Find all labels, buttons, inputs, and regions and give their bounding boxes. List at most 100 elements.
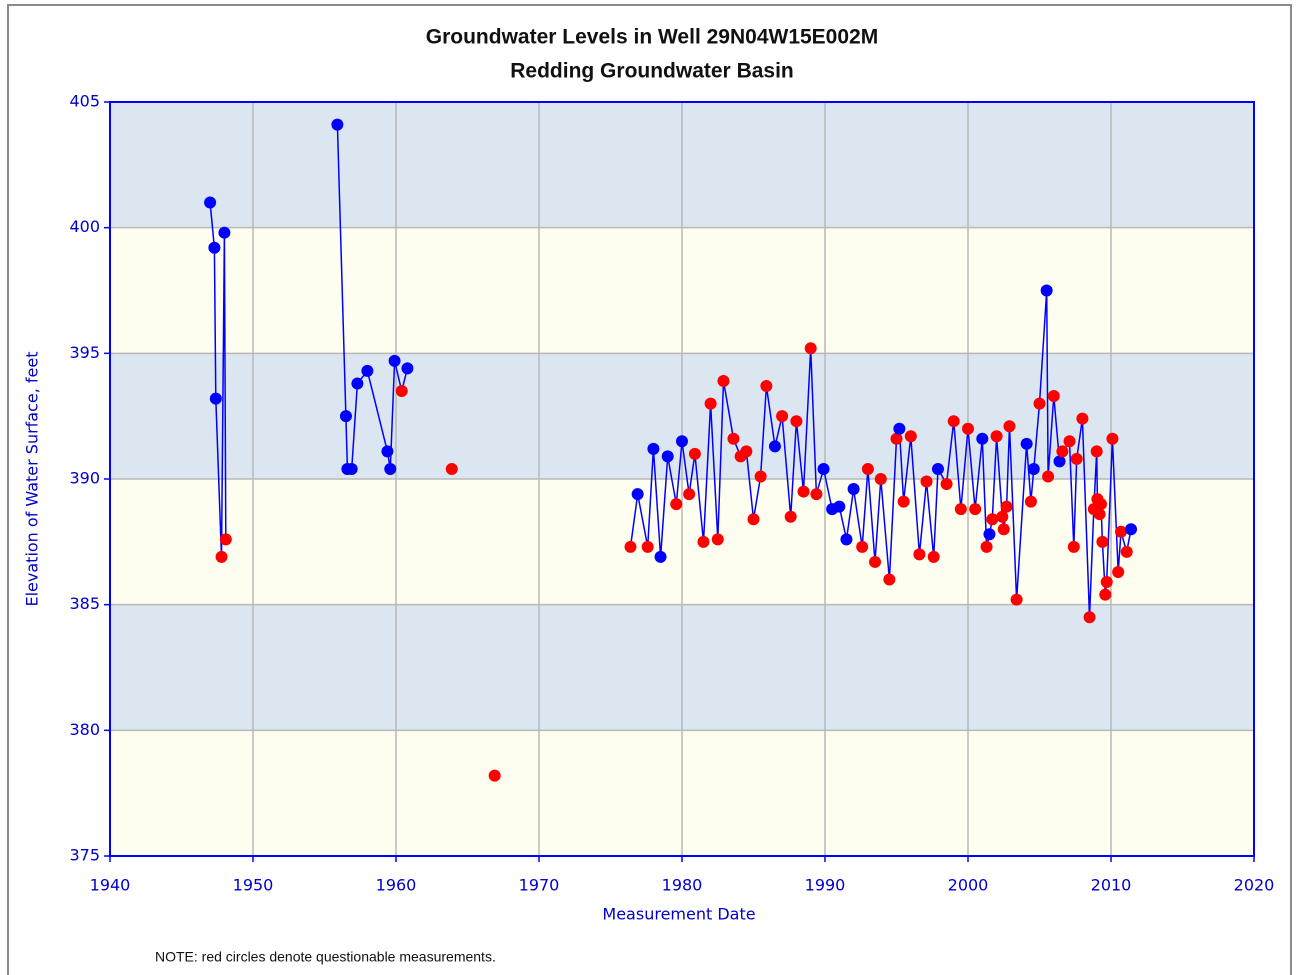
data-point <box>711 533 724 546</box>
data-point <box>740 445 753 458</box>
x-tick-label: 2020 <box>1234 876 1275 895</box>
data-point <box>874 473 887 485</box>
data-point <box>893 422 906 435</box>
data-point <box>670 498 683 511</box>
data-point <box>331 118 344 131</box>
data-point <box>754 470 767 483</box>
data-point <box>1027 462 1040 475</box>
y-axis-label: Elevation of Water Surface, feet <box>23 351 42 606</box>
data-point <box>388 354 401 367</box>
data-point <box>209 392 222 405</box>
data-point <box>1125 523 1138 536</box>
data-point <box>856 540 869 553</box>
note: NOTE: red circles denote questionable me… <box>155 949 496 965</box>
data-point <box>351 377 364 390</box>
data-point <box>1099 588 1112 601</box>
y-tick-label: 395 <box>69 343 100 362</box>
y-tick-label: 405 <box>69 92 100 111</box>
data-point <box>661 450 674 463</box>
data-point <box>996 510 1009 523</box>
data-point <box>381 445 394 458</box>
data-point <box>947 415 960 428</box>
data-point <box>339 410 352 423</box>
data-point <box>445 462 458 475</box>
data-point <box>401 362 414 375</box>
data-point <box>219 533 232 546</box>
data-point <box>1010 593 1023 606</box>
data-point <box>1067 540 1080 553</box>
data-point <box>920 475 933 488</box>
data-point <box>990 430 1003 443</box>
x-tick-label: 1950 <box>233 876 274 895</box>
data-point <box>883 573 896 586</box>
data-point <box>804 342 817 355</box>
data-point <box>361 364 374 377</box>
data-point <box>931 462 944 475</box>
data-point <box>1020 437 1033 450</box>
data-point <box>1100 576 1113 589</box>
data-point <box>1070 452 1083 465</box>
data-point <box>962 422 974 435</box>
y-tick-label: 375 <box>69 846 100 865</box>
frame <box>7 4 1292 975</box>
data-point <box>760 380 773 393</box>
data-point <box>980 540 993 553</box>
y-tick-label: 400 <box>69 217 100 236</box>
data-point <box>1047 390 1060 403</box>
data-point <box>847 483 860 496</box>
data-point <box>1053 455 1066 468</box>
data-point <box>1063 435 1076 448</box>
data-point <box>683 488 696 501</box>
data-point <box>204 196 217 209</box>
data-point <box>208 241 221 254</box>
data-point <box>1024 495 1037 508</box>
x-tick-label: 2000 <box>948 876 989 895</box>
data-point <box>747 513 760 526</box>
data-point <box>776 410 789 423</box>
data-point <box>218 226 231 239</box>
data-point <box>697 535 710 548</box>
data-point <box>1056 445 1069 458</box>
data-point <box>1033 397 1046 410</box>
data-point <box>833 500 846 513</box>
y-tick-label: 385 <box>69 594 100 613</box>
data-point <box>641 540 654 553</box>
data-point <box>768 440 781 453</box>
data-point <box>986 513 999 526</box>
data-point <box>1094 498 1107 511</box>
data-point <box>676 435 688 448</box>
data-point <box>488 769 501 782</box>
data-point <box>704 397 717 410</box>
x-tick-label: 1970 <box>519 876 560 895</box>
data-point <box>1106 432 1119 445</box>
data-point <box>1083 611 1096 624</box>
data-point <box>1115 525 1128 538</box>
data-point <box>810 488 823 501</box>
x-axis-label: Measurement Date <box>602 905 755 924</box>
data-point <box>1076 412 1089 425</box>
data-point <box>1090 445 1103 458</box>
data-point <box>927 550 940 563</box>
data-point <box>688 447 701 460</box>
data-point <box>797 485 810 498</box>
plot-border <box>109 101 1255 857</box>
data-point <box>647 442 660 455</box>
chart-title: Groundwater Levels in Well 29N04W15E002M <box>426 26 878 49</box>
x-tick-label: 1940 <box>90 876 131 895</box>
x-tick-label: 1980 <box>662 876 703 895</box>
data-point <box>345 462 358 475</box>
data-point <box>790 415 803 428</box>
data-point <box>869 555 882 568</box>
data-point <box>913 548 926 561</box>
data-point <box>1003 420 1016 433</box>
data-point <box>904 430 917 443</box>
data-point <box>969 503 982 516</box>
data-point <box>954 503 967 516</box>
data-point <box>784 510 797 523</box>
data-point <box>861 462 874 475</box>
data-point <box>727 432 740 445</box>
data-point <box>654 550 667 563</box>
data-point <box>215 550 228 563</box>
